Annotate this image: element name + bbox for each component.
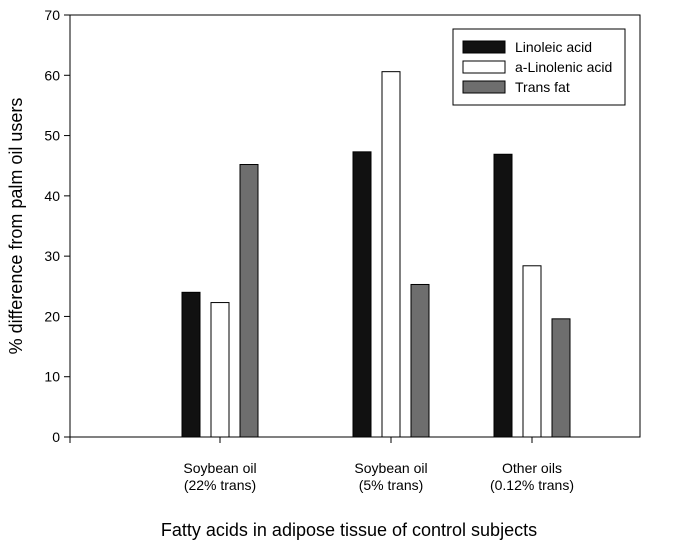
y-axis-title: % difference from palm oil users [6,98,26,355]
y-tick-label: 20 [44,308,60,324]
bar-1-2 [352,151,372,438]
legend-swatch [462,80,506,94]
x-category-label: Soybean oil [354,460,427,476]
legend-label: a-Linolenic acid [515,59,612,75]
bar-1-3 [493,153,513,438]
x-category-label: (22% trans) [184,477,256,493]
legend-swatch [462,40,506,54]
x-category-label: (5% trans) [359,477,424,493]
y-tick-label: 60 [44,67,60,83]
x-axis-title: Fatty acids in adipose tissue of control… [161,520,537,540]
y-tick-label: 30 [44,248,60,264]
bar-3-3 [551,318,571,438]
x-category-label: Other oils [502,460,562,476]
legend-swatch [462,60,506,74]
bar-2-3 [522,265,542,438]
legend-label: Trans fat [515,79,570,95]
legend: Linoleic acid a-Linolenic acid Trans fat [452,28,626,106]
x-category-label: (0.12% trans) [490,477,574,493]
bars [181,71,571,438]
bar-2-1 [210,302,230,438]
y-axis: 0 10 20 30 40 50 60 70 [44,7,70,445]
x-category-label: Soybean oil [183,460,256,476]
bar-2-2 [381,71,401,438]
x-axis: Soybean oil(22% trans)Soybean oil(5% tra… [69,437,574,493]
y-tick-label: 0 [52,429,60,445]
y-tick-label: 50 [44,128,60,144]
bar-3-2 [410,283,430,438]
y-tick-label: 10 [44,369,60,385]
bar-1-1 [181,291,201,438]
y-tick-label: 40 [44,188,60,204]
bar-3-1 [239,164,259,438]
y-tick-label: 70 [44,7,60,23]
legend-label: Linoleic acid [515,39,592,55]
